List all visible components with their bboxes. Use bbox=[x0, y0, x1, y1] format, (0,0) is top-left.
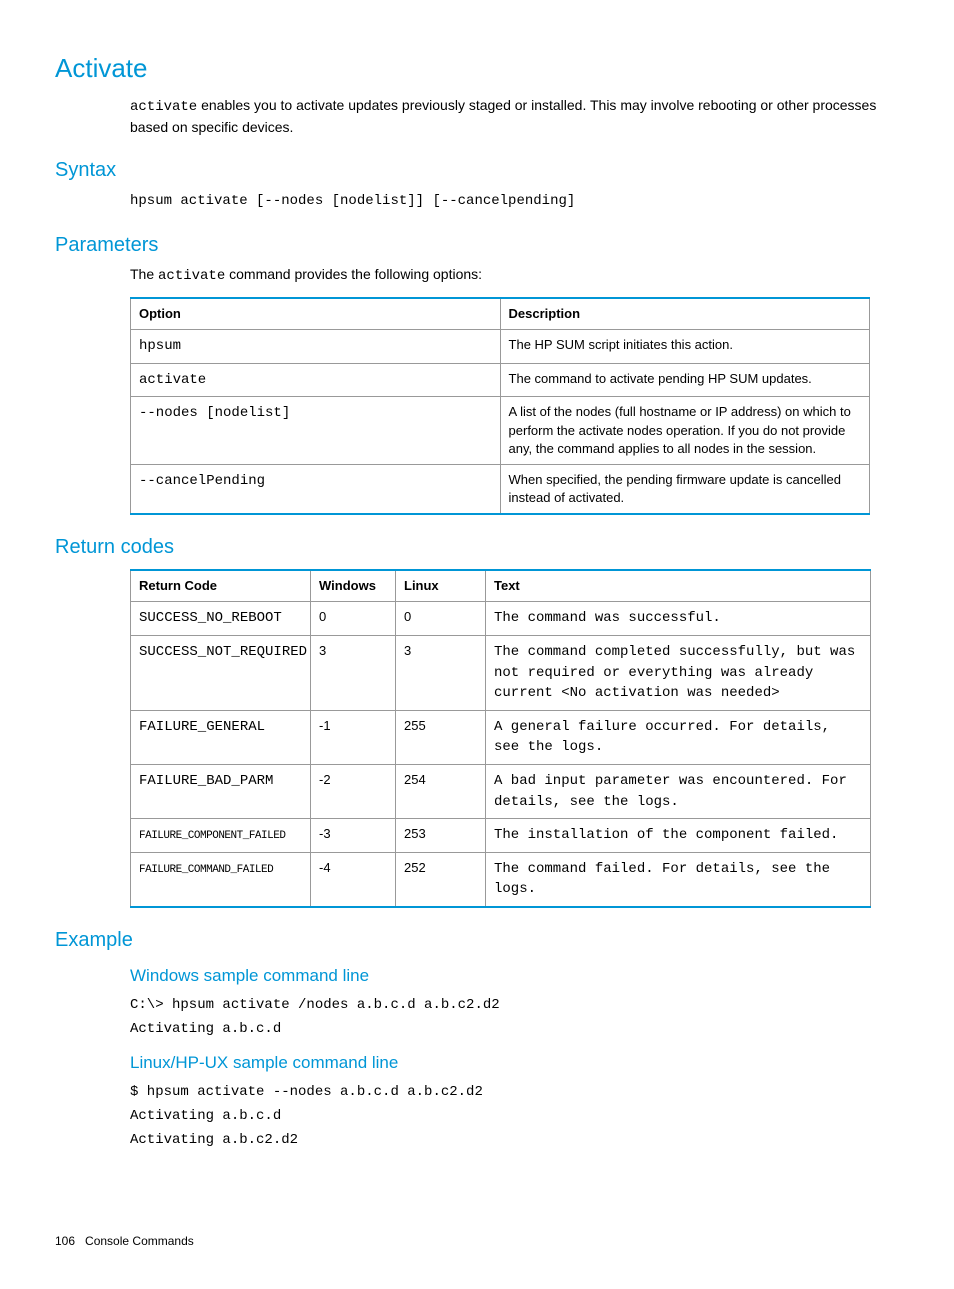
linux-example-code: $ hpsum activate --nodes a.b.c.d a.b.c2.… bbox=[130, 1081, 879, 1152]
heading-linux-sample: Linux/HP-UX sample command line bbox=[130, 1051, 879, 1075]
text-cell: The command was successful. bbox=[486, 602, 871, 636]
heading-return-codes: Return codes bbox=[55, 533, 899, 561]
table-header: Return Code bbox=[131, 570, 311, 602]
linux-cell: 255 bbox=[396, 710, 486, 764]
table-header: Text bbox=[486, 570, 871, 602]
table-header: Description bbox=[500, 298, 869, 330]
windows-cell: -4 bbox=[311, 852, 396, 907]
intro-code: activate bbox=[130, 99, 197, 115]
return-code-cell: FAILURE_COMMAND_FAILED bbox=[131, 852, 311, 907]
return-codes-table: Return CodeWindowsLinuxTextSUCCESS_NO_RE… bbox=[130, 569, 871, 908]
heading-parameters: Parameters bbox=[55, 231, 899, 259]
intro-paragraph: activate enables you to activate updates… bbox=[130, 96, 879, 137]
table-header: Linux bbox=[396, 570, 486, 602]
heading-activate: Activate bbox=[55, 50, 899, 86]
table-row: FAILURE_BAD_PARM-2254A bad input paramet… bbox=[131, 765, 871, 819]
params-intro-post: command provides the following options: bbox=[225, 266, 482, 282]
option-cell: --nodes [nodelist] bbox=[131, 397, 501, 465]
syntax-code: hpsum activate [--nodes [nodelist]] [--c… bbox=[130, 190, 879, 214]
return-code-cell: FAILURE_BAD_PARM bbox=[131, 765, 311, 819]
text-cell: The command completed successfully, but … bbox=[486, 636, 871, 711]
params-intro-pre: The bbox=[130, 266, 158, 282]
description-cell: The HP SUM script initiates this action. bbox=[500, 330, 869, 364]
return-code-cell: FAILURE_GENERAL bbox=[131, 710, 311, 764]
option-cell: hpsum bbox=[131, 330, 501, 364]
windows-cell: -3 bbox=[311, 819, 396, 853]
table-row: SUCCESS_NO_REBOOT00The command was succe… bbox=[131, 602, 871, 636]
text-cell: The command failed. For details, see the… bbox=[486, 852, 871, 907]
windows-cell: 0 bbox=[311, 602, 396, 636]
page-footer: 106 Console Commands bbox=[55, 1233, 899, 1250]
parameters-table: OptionDescriptionhpsumThe HP SUM script … bbox=[130, 297, 870, 515]
footer-section: Console Commands bbox=[85, 1234, 194, 1248]
return-code-cell: FAILURE_COMPONENT_FAILED bbox=[131, 819, 311, 853]
linux-cell: 253 bbox=[396, 819, 486, 853]
table-row: SUCCESS_NOT_REQUIRED33The command comple… bbox=[131, 636, 871, 711]
description-cell: A list of the nodes (full hostname or IP… bbox=[500, 397, 869, 465]
table-row: FAILURE_COMPONENT_FAILED-3253The install… bbox=[131, 819, 871, 853]
text-cell: The installation of the component failed… bbox=[486, 819, 871, 853]
table-row: --cancelPendingWhen specified, the pendi… bbox=[131, 464, 870, 514]
windows-cell: 3 bbox=[311, 636, 396, 711]
parameters-intro: The activate command provides the follow… bbox=[130, 265, 879, 287]
heading-syntax: Syntax bbox=[55, 156, 899, 184]
description-cell: When specified, the pending firmware upd… bbox=[500, 464, 869, 514]
windows-cell: -1 bbox=[311, 710, 396, 764]
option-cell: --cancelPending bbox=[131, 464, 501, 514]
table-header: Option bbox=[131, 298, 501, 330]
params-intro-code: activate bbox=[158, 268, 225, 284]
linux-cell: 3 bbox=[396, 636, 486, 711]
linux-cell: 252 bbox=[396, 852, 486, 907]
text-cell: A general failure occurred. For details,… bbox=[486, 710, 871, 764]
linux-cell: 254 bbox=[396, 765, 486, 819]
windows-example-code: C:\> hpsum activate /nodes a.b.c.d a.b.c… bbox=[130, 994, 879, 1042]
return-code-cell: SUCCESS_NOT_REQUIRED bbox=[131, 636, 311, 711]
table-row: FAILURE_COMMAND_FAILED-4252The command f… bbox=[131, 852, 871, 907]
table-row: hpsumThe HP SUM script initiates this ac… bbox=[131, 330, 870, 364]
return-code-cell: SUCCESS_NO_REBOOT bbox=[131, 602, 311, 636]
table-row: FAILURE_GENERAL-1255A general failure oc… bbox=[131, 710, 871, 764]
intro-text: enables you to activate updates previous… bbox=[130, 97, 876, 135]
table-row: --nodes [nodelist]A list of the nodes (f… bbox=[131, 397, 870, 465]
page-number: 106 bbox=[55, 1234, 75, 1248]
heading-example: Example bbox=[55, 926, 899, 954]
option-cell: activate bbox=[131, 363, 501, 397]
description-cell: The command to activate pending HP SUM u… bbox=[500, 363, 869, 397]
heading-windows-sample: Windows sample command line bbox=[130, 964, 879, 988]
table-header: Windows bbox=[311, 570, 396, 602]
table-row: activateThe command to activate pending … bbox=[131, 363, 870, 397]
text-cell: A bad input parameter was encountered. F… bbox=[486, 765, 871, 819]
windows-cell: -2 bbox=[311, 765, 396, 819]
linux-cell: 0 bbox=[396, 602, 486, 636]
